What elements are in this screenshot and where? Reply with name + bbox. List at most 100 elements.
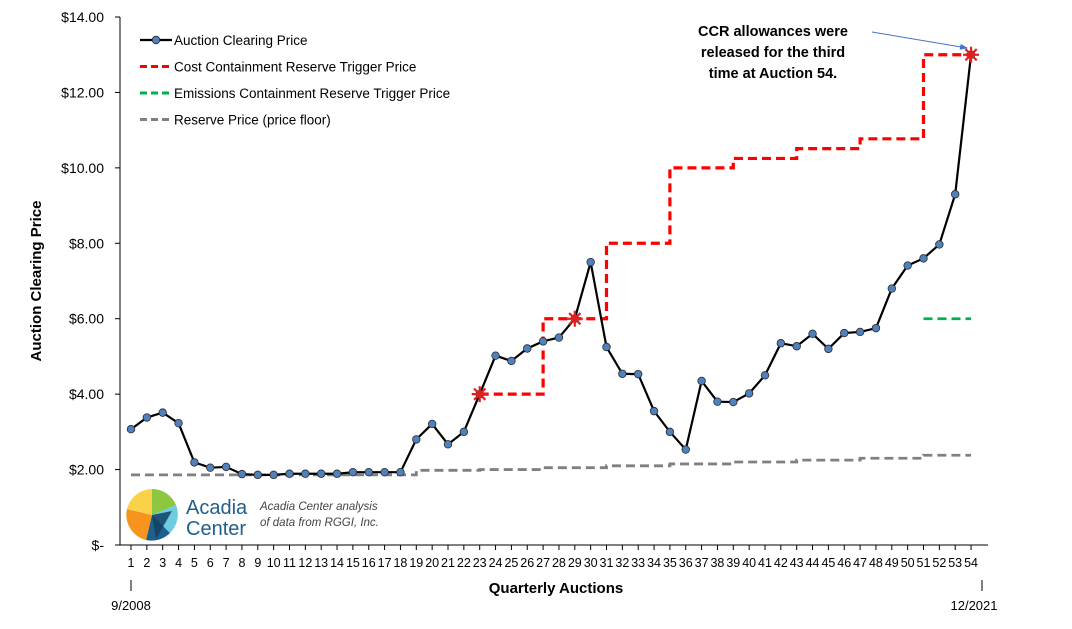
legend-label-2: Emissions Containment Reserve Trigger Pr… <box>174 86 450 101</box>
price-point <box>697 376 706 386</box>
price-point <box>919 254 928 263</box>
y-axis-ticks: $- $2.00 $4.00 $6.00 $8.00 $10.00 $12.00 $14.00 <box>61 9 120 553</box>
price-point <box>253 470 262 480</box>
price-point <box>237 469 247 479</box>
x-tick-label: 52 <box>932 556 946 570</box>
chart-axes <box>119 17 988 546</box>
price-point <box>412 435 421 444</box>
price-point <box>824 344 833 354</box>
price-point <box>665 427 675 437</box>
x-tick-label: 22 <box>457 556 471 570</box>
x-tick-label: 33 <box>631 556 645 570</box>
x-tick-label: 31 <box>600 556 614 570</box>
ccr-marker-stroke <box>473 387 487 401</box>
y-tick-label: $14.00 <box>61 9 104 25</box>
price-point <box>871 323 881 333</box>
ccr-release-markers <box>471 46 980 403</box>
x-tick-label: 50 <box>901 556 915 570</box>
x-tick-label: 19 <box>409 556 423 570</box>
price-point <box>332 469 342 478</box>
legend: Auction Clearing Price Cost Containment R… <box>140 33 450 128</box>
x-tick-label: 36 <box>679 556 693 570</box>
price-point <box>681 445 690 454</box>
x-tick-label: 44 <box>806 556 820 570</box>
x-axis-title: Quarterly Auctions <box>489 580 623 597</box>
price-point <box>776 339 786 348</box>
x-tick-label: 10 <box>267 556 281 570</box>
price-point <box>840 328 849 338</box>
price-point <box>808 329 817 338</box>
ccr-release-marker <box>471 386 488 403</box>
x-tick-label: 48 <box>869 556 883 570</box>
price-point <box>634 369 643 379</box>
series-layer <box>126 50 976 480</box>
x-tick-label: 54 <box>964 556 978 570</box>
x-tick-label: 37 <box>695 556 709 570</box>
x-tick-label: 46 <box>837 556 851 570</box>
acadia-pinwheel-logo-icon <box>126 489 178 541</box>
x-tick-label: 25 <box>504 556 518 570</box>
brand-name-line-1: Acadia <box>186 497 248 519</box>
x-tick-label: 53 <box>948 556 962 570</box>
ccr-annotation: CCR allowances were released for the thi… <box>698 24 968 82</box>
price-point <box>855 327 865 337</box>
x-tick-label: 47 <box>853 556 867 570</box>
legend-label-0: Auction Clearing Price <box>174 33 308 48</box>
y-tick-label: $8.00 <box>69 235 104 251</box>
x-tick-label: 26 <box>520 556 534 570</box>
brand-note-line-1: Acadia Center analysis <box>259 501 378 513</box>
x-axis-ticks: 1 2 3 4 5 6 7 8 9 10 11 12 13 14 15 16 17 18 19 20 21 22 23 24 2… <box>128 545 978 570</box>
annotation-line-3: time at Auction 54. <box>709 66 837 82</box>
ccr-marker-stroke <box>964 48 978 62</box>
x-tick-label: 24 <box>489 556 503 570</box>
legend-label-3: Reserve Price (price floor) <box>174 113 331 128</box>
price-point <box>221 462 231 472</box>
x-tick-label: 45 <box>821 556 835 570</box>
price-point <box>443 440 453 449</box>
price-point <box>206 463 215 472</box>
price-point <box>760 371 770 380</box>
x-tick-label: 6 <box>207 556 214 570</box>
annotation-line-2: released for the third <box>701 45 845 61</box>
x-tick-label: 29 <box>568 556 582 570</box>
price-point <box>887 284 896 293</box>
x-tick-label: 41 <box>758 556 772 570</box>
x-tick-label: 11 <box>283 556 296 570</box>
y-tick-label: $6.00 <box>69 311 104 327</box>
price-point <box>935 240 944 249</box>
price-point <box>142 413 152 422</box>
x-tick-label: 38 <box>710 556 724 570</box>
y-tick-label: $- <box>92 537 105 553</box>
x-tick-label: 8 <box>238 556 245 570</box>
x-tick-label: 1 <box>128 556 135 570</box>
price-point <box>792 342 801 351</box>
annotation-line-1: CCR allowances were <box>698 24 848 40</box>
price-point <box>348 468 358 477</box>
price-point <box>174 418 183 428</box>
y-tick-label: $2.00 <box>69 462 104 478</box>
x-tick-label: 14 <box>330 556 344 570</box>
price-point <box>507 356 516 366</box>
x-tick-label: 42 <box>774 556 788 570</box>
x-tick-label: 13 <box>314 556 328 570</box>
x-tick-label: 7 <box>223 556 230 570</box>
price-point <box>586 257 595 267</box>
x-tick-label: 2 <box>143 556 150 570</box>
x-tick-label: 32 <box>615 556 629 570</box>
start-date-label: 9/2008 <box>111 598 151 613</box>
price-point <box>126 425 136 434</box>
price-point <box>729 397 738 407</box>
price-point <box>301 469 310 478</box>
acadia-center-logo: Acadia Center Acadia Center analysis of … <box>126 489 379 541</box>
price-point <box>538 337 548 346</box>
ccr-release-marker <box>566 310 583 327</box>
y-tick-label: $10.00 <box>61 160 104 176</box>
series-line-3 <box>131 453 972 477</box>
price-point <box>903 261 912 270</box>
end-date-label: 12/2021 <box>951 598 998 613</box>
legend-marker <box>151 35 161 45</box>
price-point <box>380 468 389 477</box>
price-point <box>744 389 754 398</box>
y-tick-label: $4.00 <box>69 386 104 402</box>
